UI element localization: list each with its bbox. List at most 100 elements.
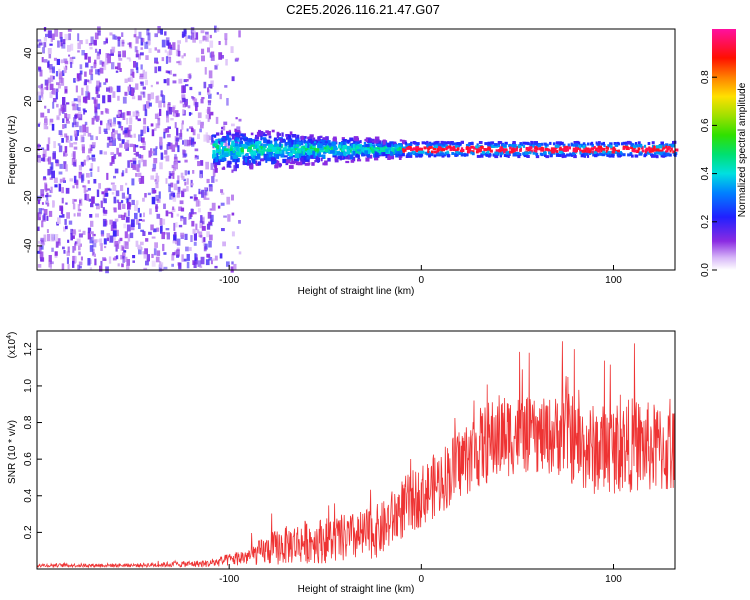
noise-cell <box>121 139 125 144</box>
carrier-cell <box>592 153 596 157</box>
noise-cell <box>37 226 40 231</box>
noise-cell <box>174 154 177 160</box>
carrier-cell <box>402 148 405 152</box>
noise-cell <box>163 266 168 270</box>
noise-cell <box>168 107 172 115</box>
noise-cell <box>90 74 94 81</box>
noise-cell <box>90 69 93 72</box>
carrier-cell <box>639 144 642 147</box>
carrier-cell <box>532 151 537 155</box>
noise-cell <box>79 200 82 204</box>
noise-cell <box>136 67 139 74</box>
noise-cell <box>93 179 97 184</box>
noise-cell <box>52 101 55 109</box>
noise-cell <box>147 40 151 46</box>
noise-cell <box>166 115 169 118</box>
colorbar-label: Normalized spectral amplitude <box>737 82 748 217</box>
noise-cell <box>180 207 185 212</box>
noise-cell <box>96 189 100 197</box>
noise-cell <box>165 228 170 231</box>
band-cell <box>292 160 297 164</box>
band-cell <box>291 134 297 138</box>
noise-cell <box>170 182 174 188</box>
band-cell <box>222 167 226 170</box>
carrier-cell <box>518 145 522 149</box>
noise-cell <box>193 241 197 246</box>
noise-cell <box>215 63 219 66</box>
noise-cell <box>227 214 231 222</box>
band-cell <box>254 155 258 160</box>
noise-cell <box>52 88 56 95</box>
noise-cell <box>104 245 107 249</box>
band-cell <box>312 150 316 155</box>
carrier-cell <box>487 147 491 151</box>
noise-cell <box>37 143 40 151</box>
noise-cell <box>210 54 215 61</box>
band-cell <box>398 155 402 160</box>
noise-cell <box>87 227 92 234</box>
noise-cell <box>92 239 97 248</box>
noise-cell <box>52 201 55 207</box>
x-tick-label: 100 <box>605 574 622 585</box>
noise-cell <box>181 120 184 125</box>
noise-cell <box>135 116 138 120</box>
noise-cell <box>46 126 49 130</box>
noise-cell <box>238 251 242 255</box>
noise-cell <box>52 98 57 103</box>
band-cell <box>294 158 298 162</box>
noise-cell <box>168 57 172 63</box>
noise-cell <box>204 67 207 75</box>
noise-cell <box>78 261 83 266</box>
noise-cell <box>59 178 63 183</box>
band-cell <box>266 131 271 136</box>
noise-cell <box>45 184 48 192</box>
noise-cell <box>193 261 197 268</box>
noise-cell <box>94 239 98 244</box>
noise-cell <box>174 122 177 129</box>
noise-cell <box>129 115 133 122</box>
noise-cell <box>139 159 142 164</box>
band-cell <box>309 147 315 151</box>
noise-cell <box>174 161 178 170</box>
carrier-cell <box>430 153 434 157</box>
carrier-cell <box>635 150 640 153</box>
carrier-cell <box>527 142 530 146</box>
band-cell <box>393 141 397 145</box>
carrier-cell <box>529 149 533 153</box>
noise-cell <box>155 175 160 182</box>
carrier-cell <box>426 140 429 144</box>
band-cell <box>263 144 267 149</box>
carrier-cell <box>506 153 511 156</box>
band-cell <box>375 139 379 143</box>
noise-cell <box>110 182 115 185</box>
band-cell <box>228 141 231 146</box>
noise-cell <box>166 144 169 150</box>
carrier-cell <box>637 147 641 151</box>
noise-cell <box>61 107 64 113</box>
band-cell <box>324 144 328 148</box>
noise-cell <box>59 32 63 39</box>
band-cell <box>294 149 296 153</box>
noise-cell <box>124 91 128 96</box>
noise-cell <box>197 133 200 139</box>
carrier-cell <box>579 149 583 153</box>
band-cell <box>234 143 238 147</box>
noise-cell <box>57 217 61 225</box>
noise-cell <box>40 88 44 95</box>
band-cell <box>374 150 378 153</box>
band-cell <box>268 144 273 149</box>
carrier-cell <box>541 148 545 152</box>
noise-cell <box>40 147 45 150</box>
band-cell <box>240 137 244 140</box>
noise-cell <box>155 123 160 129</box>
noise-cell <box>169 70 172 75</box>
noise-cell <box>126 198 129 204</box>
carrier-cell <box>643 144 647 148</box>
noise-cell <box>112 34 116 40</box>
noise-cell <box>50 233 55 242</box>
noise-cell <box>141 219 145 222</box>
noise-cell <box>83 159 86 166</box>
noise-cell <box>165 128 170 133</box>
noise-cell <box>122 130 125 135</box>
noise-cell <box>183 217 187 225</box>
